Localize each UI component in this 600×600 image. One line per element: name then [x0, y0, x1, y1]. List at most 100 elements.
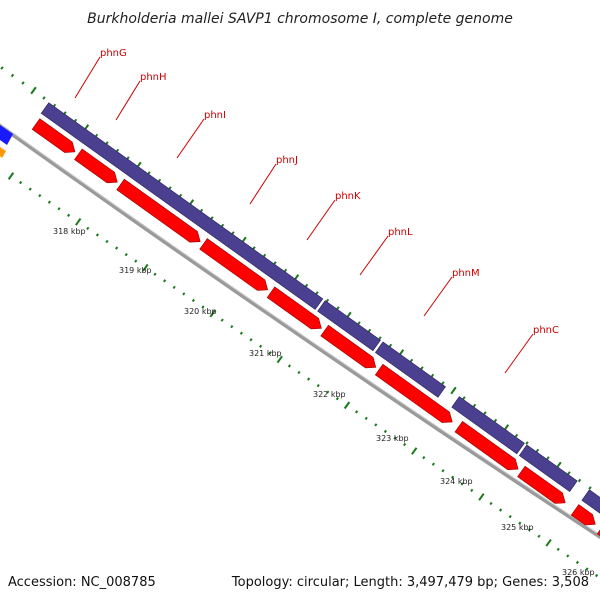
inner-tick-mark [163, 279, 167, 283]
outer-tick-mark [493, 418, 498, 423]
topology-summary: Topology: circular; Length: 3,497,479 bp… [231, 575, 589, 590]
gene-track-segment [317, 300, 381, 352]
outer-tick-mark [30, 86, 37, 95]
gene-label: phnJ [276, 155, 298, 166]
inner-tick-mark [230, 325, 234, 329]
gene-leader-line [249, 163, 277, 205]
inner-tick-mark [441, 469, 445, 473]
inner-tick-mark [124, 252, 128, 257]
outer-tick-mark [388, 343, 393, 348]
outer-tick-mark [357, 321, 361, 325]
tick-label: 323 kbp [376, 434, 409, 443]
outer-tick-mark [420, 366, 424, 370]
inner-tick-mark [134, 259, 138, 263]
inner-tick-mark [201, 305, 205, 309]
inner-tick-mark [585, 567, 589, 571]
tick-label: 319 kbp [119, 266, 152, 275]
outer-tick-mark [336, 306, 340, 310]
inner-tick-mark [383, 429, 387, 434]
gene-labels: phnG phnH phnI phnJ phnK phnL phnM phnC [74, 48, 559, 374]
inner-tick-mark [86, 226, 90, 231]
gene-label: phnL [388, 227, 413, 238]
outer-tick-mark [567, 471, 571, 475]
inner-tick-mark [67, 213, 71, 217]
backbone [0, 122, 600, 540]
tick-label: 326 kbp [562, 568, 595, 577]
backbone-line [0, 123, 600, 540]
backbone-highlight [0, 122, 600, 536]
outer-tick-mark [10, 73, 15, 78]
outer-tick-mark [409, 358, 414, 363]
inner-tick-mark [393, 436, 397, 440]
cds-arrow [374, 363, 453, 423]
inner-tick-mark [575, 560, 579, 565]
outer-tick-mark [315, 291, 319, 295]
outer-tick-ring [0, 66, 592, 490]
inner-tick-mark [595, 573, 599, 578]
inner-tick-mark [556, 547, 560, 551]
inner-tick-mark [57, 207, 61, 211]
outer-tick-mark [0, 66, 4, 70]
cds-arrow [570, 504, 596, 526]
gene-leader-line [115, 80, 141, 121]
cds-arrow [454, 420, 519, 471]
outer-tick-mark [304, 283, 309, 288]
inner-tick-mark [537, 534, 541, 538]
cds-arrow [596, 529, 600, 537]
inner-tick-mark [220, 318, 224, 322]
inner-tick-mark [142, 263, 149, 272]
outer-tick-mark [283, 268, 288, 273]
outer-tick-mark [441, 381, 445, 385]
inner-tick-mark [364, 416, 368, 420]
inner-tick-mark [7, 172, 15, 180]
inner-tick-mark [276, 355, 283, 364]
inner-tick-mark [508, 514, 512, 519]
accession-text: Accession: NC_008785 [8, 575, 156, 590]
outer-tick-mark [514, 433, 519, 438]
outer-tick-mark [588, 486, 592, 490]
inner-tick-mark [172, 285, 176, 289]
inner-tick-mark [335, 397, 339, 401]
gene-track-segment [40, 102, 324, 310]
inner-tick-mark [307, 377, 311, 381]
outer-tick-mark [367, 328, 372, 333]
gene-track-segment [518, 444, 578, 493]
gene-track-segment [374, 341, 446, 398]
inner-tick-mark [499, 508, 503, 512]
gene-label: phnC [533, 325, 559, 336]
outer-tick-mark [535, 448, 540, 453]
neighbor-feature-orange [0, 147, 6, 158]
inner-tick-mark [411, 447, 418, 455]
outer-tick-mark [430, 373, 435, 378]
cds-arrow [74, 148, 118, 184]
gene-leader-line [176, 118, 205, 159]
gene-track-segment [451, 396, 525, 455]
outer-tick-mark [546, 456, 550, 460]
outer-tick-mark [21, 81, 25, 85]
cds-arrow [116, 178, 201, 243]
neighbor-feature-blue [0, 125, 13, 145]
inner-tick-mark [209, 309, 216, 318]
inner-tick-mark [343, 401, 351, 410]
tick-label: 324 kbp [440, 477, 473, 486]
inner-tick-mark [518, 521, 522, 525]
inner-tick-mark [527, 528, 531, 532]
inner-tick-mark [566, 554, 570, 558]
outer-tick-mark [472, 403, 477, 408]
tick-label: 322 kbp [313, 390, 346, 399]
gene-label: phnI [204, 110, 226, 121]
inner-tick-mark [239, 331, 243, 335]
inner-tick-mark [451, 475, 455, 479]
gene-label: phnG [100, 48, 127, 59]
feature-tracks [0, 102, 600, 537]
cds-arrow [320, 324, 377, 369]
inner-tick-ring [7, 172, 599, 578]
map-title: Burkholderia mallei SAVP1 chromosome I, … [87, 11, 513, 27]
gene-leader-line [74, 56, 101, 99]
cds-arrow [266, 286, 322, 330]
inner-tick-mark [38, 194, 42, 198]
inner-tick-mark [470, 488, 474, 493]
cds-arrow [31, 118, 76, 153]
inner-tick-mark [403, 442, 407, 447]
